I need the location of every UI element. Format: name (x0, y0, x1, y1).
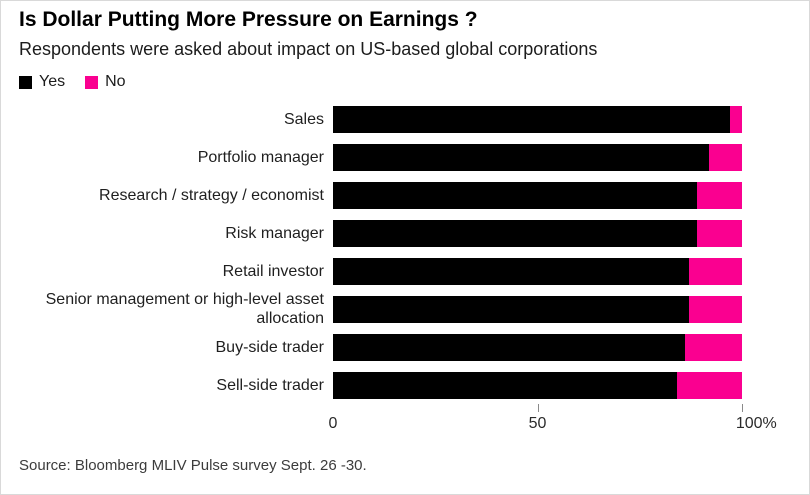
bar-row: Retail investor (1, 252, 809, 290)
x-axis: 0 50 100% (329, 404, 777, 438)
category-label: Buy-side trader (215, 338, 325, 356)
bar-row: Senior management or high-level asset al… (1, 290, 809, 328)
bar-segment-no (676, 371, 742, 399)
bar-segment-no (709, 143, 742, 171)
bar-segment-yes (333, 371, 677, 399)
category-label: Portfolio manager (197, 148, 324, 166)
axis-tick-label: 0 (328, 415, 338, 432)
bar-segment-yes (333, 257, 689, 285)
category-label: Retail investor (222, 262, 324, 280)
bar-row: Sales (1, 100, 809, 138)
bar-row: Research / strategy / economist (1, 176, 809, 214)
chart-subtitle: Respondents were asked about impact on U… (19, 39, 598, 59)
bar-segment-yes (333, 295, 689, 323)
bar-segment-yes (333, 219, 697, 247)
legend-label: No (105, 73, 126, 90)
axis-tick-label: 50 (528, 415, 547, 432)
bar-segment-no (697, 181, 742, 209)
legend-item-yes: Yes (19, 73, 65, 91)
bar-segment-yes (333, 181, 697, 209)
bar-row: Portfolio manager (1, 138, 809, 176)
category-label: Research / strategy / economist (99, 186, 324, 204)
axis-tick-mark (537, 404, 539, 412)
axis-tick-label: 100% (735, 415, 777, 432)
bar-row: Sell-side trader (1, 366, 809, 404)
bar-track (333, 257, 742, 285)
bar-segment-no (729, 105, 742, 133)
bar-segment-yes (333, 105, 730, 133)
legend: Yes No (1, 72, 809, 92)
chart-title: Is Dollar Putting More Pressure on Earni… (19, 8, 478, 31)
bar-segment-no (684, 333, 742, 361)
bar-track (333, 105, 742, 133)
no-swatch-icon (85, 75, 99, 89)
bar-row: Buy-side trader (1, 328, 809, 366)
category-label: Sales (283, 110, 324, 128)
bar-segment-yes (333, 143, 710, 171)
category-label: Sell-side trader (216, 376, 324, 394)
bar-track (333, 143, 742, 171)
category-label: Senior management or high-level asset al… (45, 291, 324, 327)
bar-track (333, 371, 742, 399)
category-label: Risk manager (225, 224, 324, 242)
bar-track (333, 219, 742, 247)
source-note: Source: Bloomberg MLIV Pulse survey Sept… (19, 457, 367, 474)
bar-segment-yes (333, 333, 685, 361)
legend-item-no: No (85, 73, 126, 91)
bar-segment-no (697, 219, 742, 247)
axis-tick-mark (742, 404, 743, 412)
bar-segment-no (688, 257, 742, 285)
legend-label: Yes (39, 73, 66, 90)
bar-segment-no (688, 295, 742, 323)
bar-chart: Sales Portfolio manager Research / strateg… (1, 100, 809, 404)
bar-row: Risk manager (1, 214, 809, 252)
bar-track (333, 333, 742, 361)
bar-track (333, 295, 742, 323)
bar-track (333, 181, 742, 209)
yes-swatch-icon (19, 75, 32, 89)
